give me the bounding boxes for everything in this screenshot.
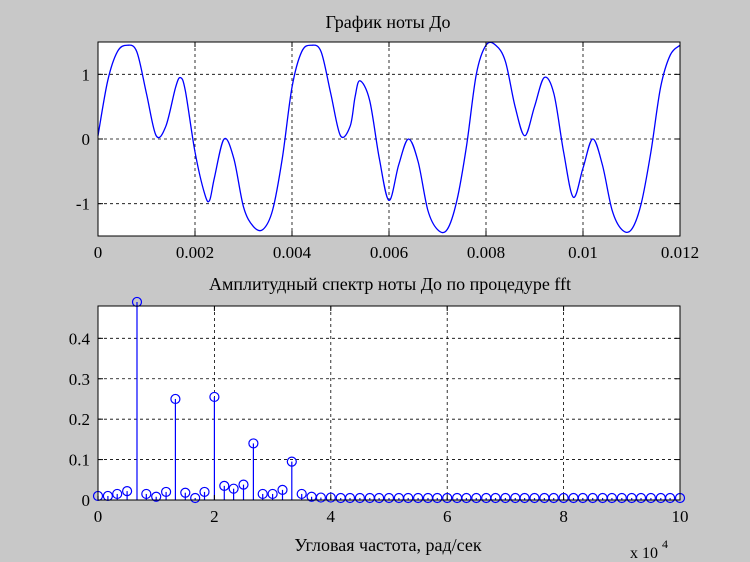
time-chart-x-tick-label: 0.004 <box>273 243 312 262</box>
x-multiplier-base: x 10 <box>630 545 658 562</box>
x-multiplier-exponent: 4 <box>662 537 668 551</box>
time-chart-x-tick-label: 0.01 <box>568 243 598 262</box>
time-chart-ticks: 0 0.002 0.004 0.006 0.008 0.01 0.012 -1 0 1 <box>76 42 699 262</box>
spectrum-chart-axes-frame <box>97 305 681 501</box>
spectrum-chart-title: Амплитудный спектр ноты До по процедуре … <box>209 274 571 294</box>
time-chart-y-tick-label: 0 <box>82 130 91 149</box>
time-chart: График ноты До 0 0.002 0.004 0.006 0.008 0.01… <box>76 12 699 262</box>
spectrum-stem-marker <box>606 492 618 504</box>
time-chart-x-tick-label: 0.008 <box>467 243 505 262</box>
spectrum-stem-marker <box>665 492 676 504</box>
spectrum-stem-marker <box>548 492 559 504</box>
spectrum-stem-marker <box>374 492 385 504</box>
spectrum-stem-marker <box>519 492 530 504</box>
time-chart-y-tick-label: 1 <box>82 65 91 84</box>
spectrum-stem-marker <box>558 492 569 504</box>
spectrum-stem-marker <box>112 488 123 500</box>
spectrum-stem-marker <box>160 486 172 498</box>
time-chart-grid <box>98 42 680 236</box>
spectrum-chart: Амплитудный спектр ноты До по процедуре … <box>69 274 689 562</box>
spectrum-stem-marker <box>500 492 511 504</box>
time-chart-x-tick-label: 0.006 <box>370 243 408 262</box>
spectrum-stem-marker <box>315 492 327 503</box>
spectrum-stem-marker <box>248 438 259 449</box>
spectrum-stem-marker <box>635 492 647 504</box>
spectrum-chart-xlabel: Угловая частота, рад/сек <box>294 535 481 555</box>
spectrum-stem-marker <box>344 492 356 504</box>
time-chart-series-line <box>97 41 681 234</box>
spectrum-chart-x-tick-label: 8 <box>559 507 568 526</box>
spectrum-stem-marker <box>461 492 472 504</box>
spectrum-chart-x-tick-label: 6 <box>443 507 452 526</box>
time-chart-x-tick-label: 0 <box>94 243 103 262</box>
spectrum-stem-marker <box>228 483 239 494</box>
spectrum-chart-x-tick-label: 10 <box>672 507 689 526</box>
spectrum-chart-ticks: 0 2 4 6 8 10 0 0.1 0.2 0.3 0.4 <box>69 306 689 526</box>
spectrum-stem-marker <box>413 492 424 504</box>
spectrum-chart-y-tick-label: 0.2 <box>69 410 90 429</box>
spectrum-chart-x-multiplier: x 10 4 <box>630 537 668 562</box>
spectrum-stem-marker <box>442 492 453 504</box>
spectrum-stem-marker <box>277 484 288 495</box>
spectrum-chart-y-tick-label: 0.1 <box>69 451 90 470</box>
spectrum-stem-marker <box>354 492 365 504</box>
spectrum-chart-plot-area <box>98 306 680 500</box>
spectrum-chart-x-tick-label: 4 <box>327 507 336 526</box>
spectrum-stem-marker <box>199 486 210 498</box>
spectrum-stem-marker <box>296 488 307 500</box>
spectrum-stem-marker <box>219 480 230 491</box>
spectrum-stem-marker <box>616 492 627 504</box>
spectrum-stem-marker <box>267 488 278 500</box>
time-chart-x-tick-label: 0.012 <box>661 243 699 262</box>
spectrum-stem-marker <box>529 492 540 504</box>
spectrum-stem-marker <box>141 488 152 500</box>
spectrum-chart-x-tick-label: 0 <box>94 507 103 526</box>
spectrum-stem-marker <box>190 492 201 504</box>
spectrum-stem-marker <box>257 488 268 500</box>
spectrum-stem-marker <box>209 391 220 403</box>
spectrum-stem-marker <box>170 393 181 405</box>
spectrum-stem-marker <box>403 492 414 504</box>
spectrum-stem-marker <box>180 487 191 498</box>
spectrum-stem-marker <box>645 492 657 504</box>
spectrum-stem-marker <box>577 492 588 504</box>
spectrum-chart-y-tick-label: 0.3 <box>69 370 90 389</box>
spectrum-stem-marker <box>325 492 336 503</box>
spectrum-stem-marker <box>151 491 162 502</box>
spectrum-stem-marker <box>238 479 249 490</box>
time-chart-title: График ноты До <box>326 12 451 32</box>
spectrum-chart-y-tick-label: 0 <box>82 491 91 510</box>
time-chart-x-tick-label: 0.002 <box>176 243 214 262</box>
spectrum-chart-y-tick-label: 0.4 <box>69 329 91 348</box>
spectrum-stem-marker <box>587 492 598 504</box>
spectrum-stem-marker <box>471 492 482 504</box>
time-chart-y-tick-label: -1 <box>76 195 90 214</box>
spectrum-stem-marker <box>432 492 443 504</box>
spectrum-stem-marker <box>286 456 297 467</box>
spectrum-stem-marker <box>383 492 395 504</box>
spectrum-stem-marker <box>121 486 133 497</box>
spectrum-stem-marker <box>490 492 501 504</box>
spectrum-chart-x-tick-label: 2 <box>210 507 219 526</box>
